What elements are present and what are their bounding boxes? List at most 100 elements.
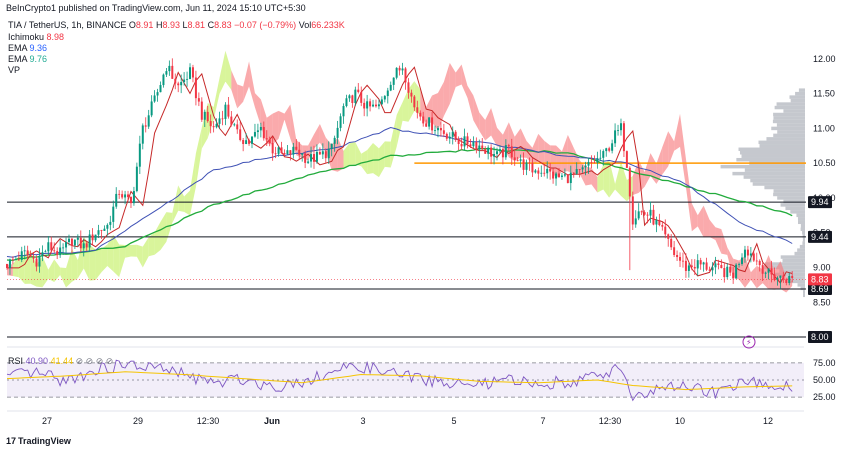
indicator-ema-slow[interactable]: EMA 9.76 [8, 54, 47, 65]
candle-body [723, 268, 726, 278]
candle-body [11, 259, 14, 261]
ichimoku-cloud [414, 81, 421, 115]
volume-profile-bar [803, 293, 805, 298]
candle-body [156, 92, 159, 96]
candle-body [419, 112, 422, 117]
candle-body [679, 257, 682, 261]
volume-profile-bar [739, 151, 805, 155]
symbol-line: TIA / TetherUS, 1h, BINANCE O8.91 H8.93 … [8, 20, 345, 31]
ichimoku-cloud [125, 244, 131, 258]
candle-body [475, 142, 478, 150]
candle-body [410, 92, 413, 97]
volume-profile-bar [802, 234, 805, 238]
candle-body [292, 146, 295, 155]
indicator-ema-fast[interactable]: EMA 9.36 [8, 43, 47, 54]
candle-body [782, 275, 785, 280]
candle-body [664, 226, 667, 235]
candle-body [608, 148, 611, 151]
candle-body [94, 234, 97, 241]
candle-body [451, 131, 454, 137]
change-value: −0.07 (−0.79%) [234, 20, 297, 30]
candle-body [62, 247, 65, 249]
volume-profile-bar [774, 272, 805, 277]
candle-body [631, 196, 634, 225]
candle-body [141, 125, 144, 144]
indicator-vp[interactable]: VP [8, 65, 20, 76]
candle-body [690, 265, 693, 267]
time-tick-label: Jun [264, 416, 280, 426]
candle-body [321, 151, 324, 155]
candle-body [274, 153, 277, 155]
level-label-bg [808, 230, 832, 243]
price-tick-label: 9.00 [813, 263, 831, 273]
candle-body [741, 257, 744, 265]
candle-body [732, 272, 735, 279]
ichimoku-cloud [697, 205, 704, 238]
candle-body [640, 211, 643, 213]
ichimoku-cloud [709, 219, 716, 241]
level-label: 9.44 [811, 232, 829, 242]
candle-body [676, 254, 679, 258]
tv-icon: 17 [6, 436, 17, 446]
candle-body [304, 153, 307, 163]
volume-profile-bar [803, 290, 805, 294]
ichimoku-cloud [656, 147, 663, 184]
volume-profile-bar [797, 283, 805, 287]
ichimoku-cloud [685, 158, 692, 232]
time-tick-label: 29 [133, 416, 143, 426]
candle-body [445, 133, 448, 139]
candle-body [197, 98, 200, 102]
candle-body [383, 96, 386, 100]
ichimoku-cloud [213, 78, 220, 120]
candle-body [79, 237, 82, 249]
ichimoku-cloud [343, 143, 350, 169]
indicator-ichimoku[interactable]: Ichimoku 8.98 [8, 32, 64, 43]
candle-body [761, 265, 764, 274]
candle-body [73, 239, 76, 246]
candle-body [127, 194, 130, 198]
ichimoku-cloud [278, 110, 285, 139]
level-label: 8.69 [811, 284, 829, 294]
ichimoku-cloud [567, 134, 574, 174]
ichimoku-cloud [609, 159, 616, 198]
ichimoku-cloud [396, 102, 403, 147]
ichimoku-cloud [715, 227, 722, 254]
level-label-bg [808, 196, 832, 209]
candle-body [404, 68, 407, 83]
candle-body [702, 262, 705, 265]
ichimoku-cloud [538, 133, 545, 166]
volume-profile-bar [802, 241, 805, 245]
candle-body [590, 161, 593, 163]
candle-body [501, 149, 504, 158]
candle-body [174, 78, 177, 84]
volume-profile-bar [773, 192, 805, 197]
candle-body [711, 267, 714, 271]
rsi-tick-label: 50.00 [813, 375, 836, 385]
candle-body [112, 206, 115, 222]
rsi-tick-label: 75.00 [813, 358, 836, 368]
candle-body [422, 116, 425, 124]
rsi-label: RSI [8, 356, 24, 366]
candle-body [611, 143, 614, 151]
ichimoku-cloud [479, 112, 486, 141]
ichimoku-cloud [367, 143, 374, 175]
candle-body [484, 149, 487, 154]
tradingview-logo[interactable]: 17 TradingView [6, 436, 71, 446]
candle-body [755, 260, 758, 262]
rsi-header[interactable]: RSI 40.90 41.44 ⊘ ⊘ ⊘ ⊘ [8, 356, 113, 367]
ichimoku-cloud [119, 244, 126, 278]
ichimoku-cloud [284, 104, 291, 139]
level-label-bg [808, 331, 832, 344]
rsi-value: 40.90 [25, 356, 49, 366]
ichimoku-cloud [526, 141, 533, 164]
ichimoku-cloud [497, 127, 503, 148]
candle-body [324, 151, 327, 159]
candle-body [26, 250, 29, 256]
candle-body [191, 67, 194, 78]
candle-body [605, 148, 608, 152]
volume-profile-bar [773, 112, 805, 117]
volume-profile-bar [764, 265, 805, 270]
volume-profile-bar [780, 203, 805, 207]
candle-body [265, 138, 268, 140]
candle-body [507, 145, 510, 147]
